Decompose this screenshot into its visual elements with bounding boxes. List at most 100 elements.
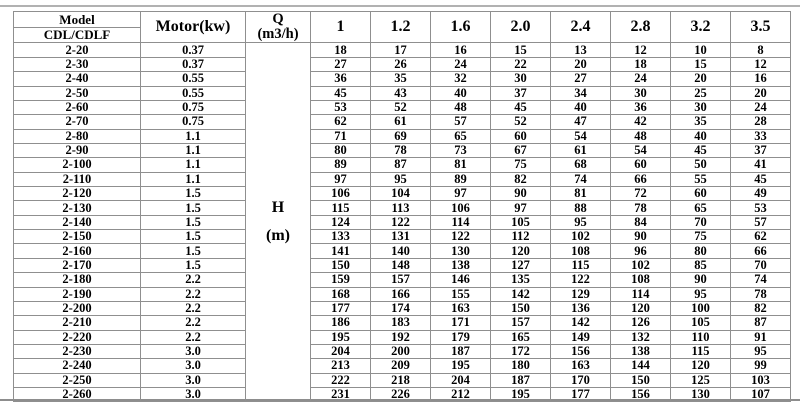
head-value-cell: 108 <box>610 272 671 288</box>
head-value-cell: 41 <box>730 157 791 173</box>
head-value-cell: 36 <box>610 99 671 116</box>
top-divider <box>0 5 800 7</box>
head-value-cell: 78 <box>610 200 671 216</box>
head-value-cell: 138 <box>430 257 491 274</box>
head-value-cell: 142 <box>550 315 611 331</box>
head-value-cell: 150 <box>490 300 551 317</box>
head-value-cell: 69 <box>370 128 431 144</box>
model-cell: 2-40 <box>13 71 141 87</box>
head-value-cell: 195 <box>490 387 551 403</box>
motor-power-cell: 1.1 <box>140 128 246 144</box>
head-value-cell: 70 <box>670 214 731 231</box>
model-cell: 2-20 <box>13 42 141 58</box>
motor-power-cell: 1.1 <box>140 171 246 188</box>
table-row: 2-230 3.0 204 200 187 172 156 138 115 95 <box>13 343 791 360</box>
col-header-flow-2.8: 2.8 <box>610 10 671 44</box>
head-value-cell: 108 <box>550 243 611 259</box>
motor-power-cell: 3.0 <box>140 358 246 374</box>
model-cell: 2-170 <box>13 257 141 274</box>
head-value-cell: 95 <box>370 171 431 188</box>
head-value-cell: 112 <box>490 229 551 245</box>
head-value-cell: 157 <box>490 315 551 331</box>
col-header-flow-1.2: 1.2 <box>370 10 431 44</box>
model-cell: 2-50 <box>13 85 141 101</box>
head-value-cell: 192 <box>370 329 431 345</box>
head-value-cell: 67 <box>490 142 551 159</box>
motor-power-cell: 3.0 <box>140 372 246 389</box>
head-value-cell: 35 <box>370 71 431 87</box>
head-value-cell: 163 <box>430 300 491 317</box>
head-value-cell: 120 <box>610 300 671 317</box>
motor-power-cell: 1.1 <box>140 157 246 173</box>
head-value-cell: 15 <box>490 42 551 58</box>
head-value-cell: 54 <box>610 142 671 159</box>
head-value-cell: 163 <box>550 358 611 374</box>
head-value-cell: 61 <box>550 142 611 159</box>
head-value-cell: 45 <box>310 85 371 101</box>
head-value-cell: 200 <box>370 343 431 360</box>
head-value-cell: 129 <box>550 286 611 302</box>
head-value-cell: 20 <box>730 85 791 101</box>
head-value-cell: 66 <box>610 171 671 188</box>
col-header-model-series: CDL/CDLF <box>13 26 141 44</box>
head-value-cell: 106 <box>430 200 491 216</box>
table-row: 2-250 3.0 222 218 204 187 170 150 125 103 <box>13 372 791 389</box>
head-value-cell: 24 <box>610 71 671 87</box>
head-value-cell: 168 <box>310 286 371 302</box>
motor-power-cell: 2.2 <box>140 315 246 331</box>
table-row: 2-150 1.5 133 131 122 112 102 90 75 62 <box>13 229 791 245</box>
motor-power-cell: 0.55 <box>140 71 246 87</box>
head-label: H <box>271 199 285 217</box>
head-value-cell: 177 <box>550 387 611 403</box>
head-value-cell: 40 <box>550 99 611 116</box>
head-value-cell: 186 <box>310 315 371 331</box>
head-value-cell: 165 <box>490 329 551 345</box>
motor-power-cell: 1.5 <box>140 243 246 259</box>
table-row: 2-240 3.0 213 209 195 180 163 144 120 99 <box>13 358 791 374</box>
head-value-cell: 65 <box>670 200 731 216</box>
head-value-cell: 72 <box>610 186 671 202</box>
motor-power-cell: 0.37 <box>140 56 246 73</box>
head-value-cell: 47 <box>550 114 611 130</box>
head-value-cell: 218 <box>370 372 431 389</box>
pump-head-table: Model Motor(kw) Q (m3/h) 1 1.2 1.6 2.0 2.4 2.… <box>13 10 791 403</box>
head-value-cell: 30 <box>610 85 671 101</box>
head-value-cell: 140 <box>370 243 431 259</box>
head-value-cell: 74 <box>730 272 791 288</box>
table-row: 2-70 0.75 62 61 57 52 47 42 35 28 <box>13 114 791 130</box>
model-cell: 2-100 <box>13 157 141 173</box>
head-value-cell: 33 <box>730 128 791 144</box>
motor-power-cell: 0.75 <box>140 114 246 130</box>
head-value-cell: 125 <box>670 372 731 389</box>
table-row: 2-180 2.2 159 157 146 135 122 108 90 74 <box>13 272 791 288</box>
head-value-cell: 100 <box>670 300 731 317</box>
model-cell: 2-120 <box>13 186 141 202</box>
head-value-cell: 114 <box>610 286 671 302</box>
head-value-cell: 150 <box>310 257 371 274</box>
head-value-cell: 25 <box>670 85 731 101</box>
head-value-cell: 75 <box>670 229 731 245</box>
model-cell: 2-60 <box>13 99 141 116</box>
model-cell: 2-130 <box>13 200 141 216</box>
motor-power-cell: 1.5 <box>140 229 246 245</box>
table-row: 2-80 1.1 71 69 65 60 54 48 40 33 <box>13 128 791 144</box>
q-unit-label: (m3/h) <box>257 26 299 43</box>
table-row: 2-190 2.2 168 166 155 142 129 114 95 78 <box>13 286 791 302</box>
head-value-cell: 150 <box>610 372 671 389</box>
head-value-cell: 174 <box>370 300 431 317</box>
head-value-cell: 60 <box>610 157 671 173</box>
head-value-cell: 138 <box>610 343 671 360</box>
head-value-cell: 104 <box>370 186 431 202</box>
col-header-flow-1: 1 <box>310 10 371 44</box>
model-cell: 2-80 <box>13 128 141 144</box>
head-value-cell: 146 <box>430 272 491 288</box>
head-value-cell: 20 <box>550 56 611 73</box>
head-value-cell: 81 <box>550 186 611 202</box>
head-unit-cell: H (m) <box>245 42 311 403</box>
head-value-cell: 24 <box>730 99 791 116</box>
head-value-cell: 90 <box>610 229 671 245</box>
head-value-cell: 35 <box>670 114 731 130</box>
head-value-cell: 195 <box>430 358 491 374</box>
head-value-cell: 155 <box>430 286 491 302</box>
